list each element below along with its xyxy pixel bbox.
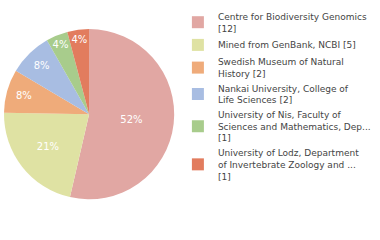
svg-text:8%: 8% bbox=[34, 60, 50, 71]
svg-text:Nankai University, College ofL: Nankai University, College ofLife Scienc… bbox=[218, 84, 349, 106]
svg-text:8%: 8% bbox=[16, 90, 32, 101]
svg-text:4%: 4% bbox=[71, 34, 87, 45]
svg-text:University of Nis, Faculty ofS: University of Nis, Faculty ofSciences an… bbox=[218, 110, 371, 143]
svg-text:Mined from GenBank, NCBI [5]: Mined from GenBank, NCBI [5] bbox=[218, 40, 356, 50]
svg-text:52%: 52% bbox=[120, 114, 142, 125]
svg-text:Centre for Biodiversity Genomi: Centre for Biodiversity Genomics[12] bbox=[218, 12, 367, 34]
svg-text:21%: 21% bbox=[37, 141, 59, 152]
svg-text:4%: 4% bbox=[53, 39, 69, 50]
svg-text:University of Lodz, Department: University of Lodz, Departmentof Inverte… bbox=[218, 148, 359, 181]
svg-text:Swedish Museum of NaturalHisto: Swedish Museum of NaturalHistory [2] bbox=[218, 57, 344, 79]
